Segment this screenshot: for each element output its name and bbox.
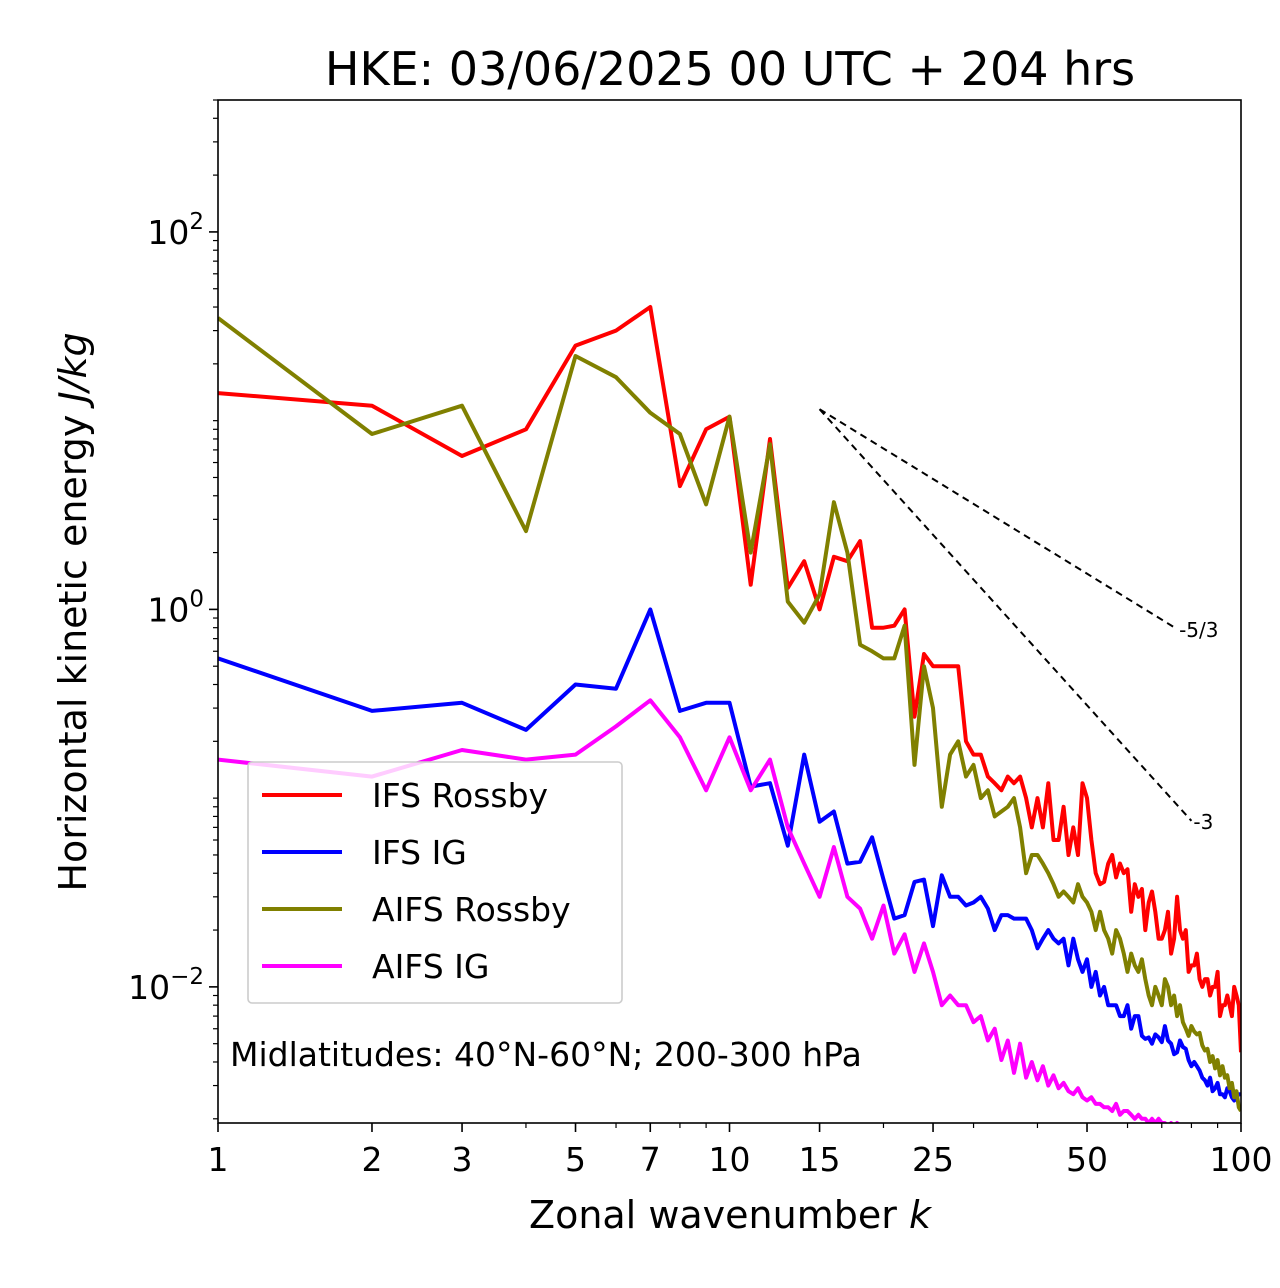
- x-tick-label: 10: [709, 1140, 751, 1179]
- legend: IFS Rossby IFS IG AIFS Rossby AIFS IG: [247, 761, 623, 1004]
- reference-line-2: [818, 408, 1193, 822]
- x-tick-label: 100: [1210, 1140, 1273, 1179]
- y-tick-label: 10−2: [128, 964, 204, 1007]
- legend-entries: IFS Rossby IFS IG AIFS Rossby AIFS IG: [262, 776, 571, 986]
- x-axis: 1 2 3 5 7 10 15 25 50 100: [208, 1123, 1273, 1179]
- chart-title: HKE: 03/06/2025 00 UTC + 204 hrs: [325, 42, 1135, 96]
- legend-label-1: IFS Rossby: [372, 776, 548, 815]
- region-annotation: Midlatitudes: 40°N-60°N; 200-300 hPa: [230, 1035, 862, 1074]
- x-tick-label: 1: [208, 1140, 229, 1179]
- reference-line-label-2: -3: [1193, 810, 1213, 834]
- x-tick-label: 50: [1066, 1140, 1108, 1179]
- legend-frame: [247, 761, 623, 1004]
- x-tick-label: 2: [361, 1140, 382, 1179]
- legend-label-2: IFS IG: [372, 833, 467, 872]
- series-layer: [218, 305, 1241, 1123]
- x-tick-label: 5: [565, 1140, 586, 1179]
- x-tick-label: 3: [452, 1140, 473, 1179]
- series-line-1: [218, 305, 1241, 1053]
- reference-lines: -5/3 -3: [818, 408, 1219, 834]
- x-tick-label: 15: [799, 1140, 841, 1179]
- legend-label-3: AIFS Rossby: [372, 890, 571, 929]
- y-axis: 102 100 10−2: [128, 99, 218, 1120]
- x-tick-label: 25: [912, 1140, 954, 1179]
- y-tick-label: 100: [147, 586, 204, 629]
- y-tick-label: 102: [147, 209, 204, 252]
- series-line-4: [218, 698, 1180, 1123]
- y-axis-label: Horizontal kinetic energy J/kg: [51, 332, 95, 891]
- legend-label-4: AIFS IG: [372, 947, 489, 986]
- series-line-3: [218, 316, 1241, 1113]
- reference-line-1: [819, 408, 1178, 630]
- series-line-2: [218, 607, 1241, 1103]
- x-tick-label: 7: [640, 1140, 661, 1179]
- x-axis-label: Zonal wavenumber k: [529, 1193, 933, 1237]
- reference-line-label-1: -5/3: [1179, 618, 1218, 642]
